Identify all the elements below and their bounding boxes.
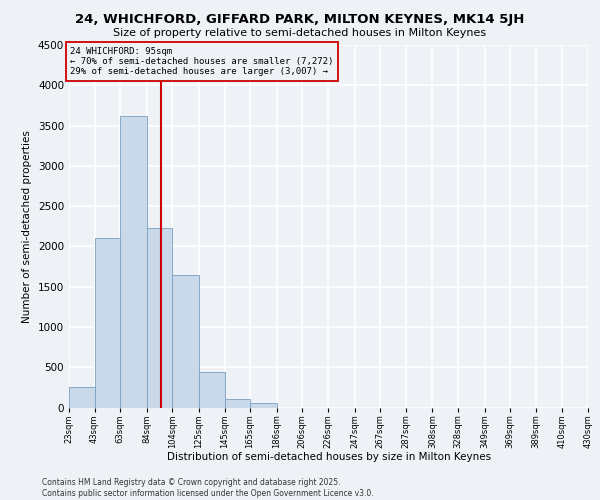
Text: 24, WHICHFORD, GIFFARD PARK, MILTON KEYNES, MK14 5JH: 24, WHICHFORD, GIFFARD PARK, MILTON KEYN… bbox=[76, 12, 524, 26]
Bar bbox=[120, 116, 147, 408]
Text: 24 WHICHFORD: 95sqm
← 70% of semi-detached houses are smaller (7,272)
29% of sem: 24 WHICHFORD: 95sqm ← 70% of semi-detach… bbox=[70, 46, 334, 76]
Text: Distribution of semi-detached houses by size in Milton Keynes: Distribution of semi-detached houses by … bbox=[167, 452, 491, 462]
Bar bbox=[172, 276, 199, 407]
Bar bbox=[95, 238, 120, 408]
Y-axis label: Number of semi-detached properties: Number of semi-detached properties bbox=[22, 130, 32, 322]
Bar bbox=[199, 372, 224, 408]
Bar bbox=[69, 388, 95, 407]
Bar bbox=[147, 228, 172, 408]
Bar bbox=[224, 400, 250, 407]
Text: Size of property relative to semi-detached houses in Milton Keynes: Size of property relative to semi-detach… bbox=[113, 28, 487, 38]
Bar bbox=[250, 403, 277, 407]
Text: Contains HM Land Registry data © Crown copyright and database right 2025.
Contai: Contains HM Land Registry data © Crown c… bbox=[42, 478, 374, 498]
